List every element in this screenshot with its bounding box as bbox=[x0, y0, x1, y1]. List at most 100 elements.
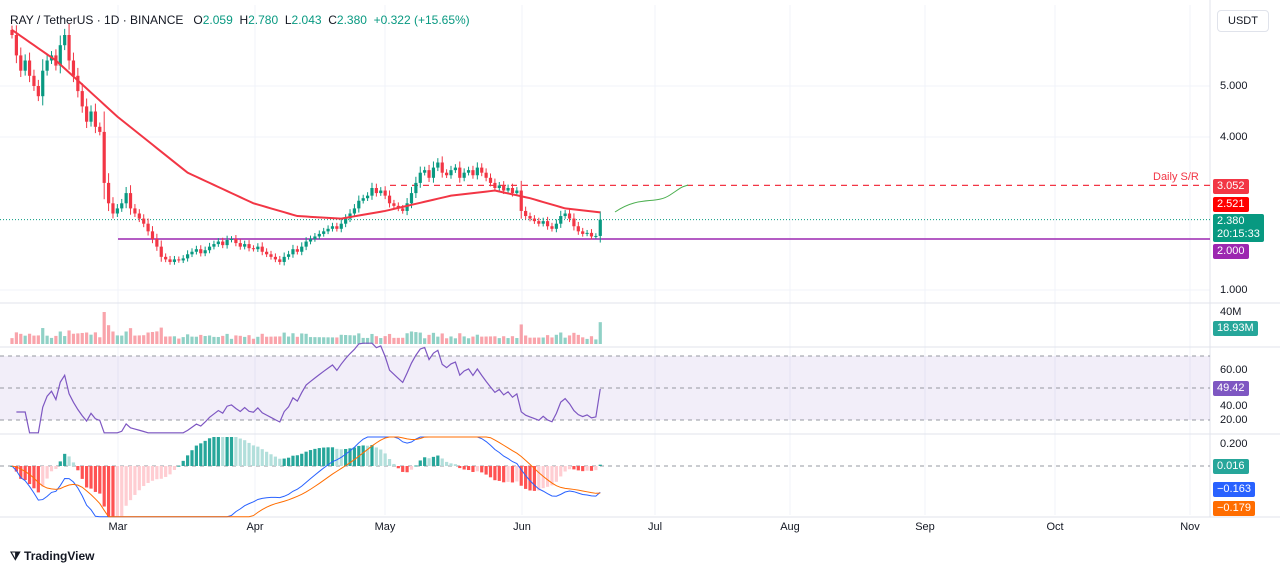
volume-bar bbox=[234, 335, 238, 344]
candle bbox=[142, 218, 146, 224]
currency-button[interactable]: USDT bbox=[1217, 10, 1269, 32]
candle bbox=[150, 231, 155, 239]
volume-bar bbox=[76, 333, 80, 344]
candle bbox=[370, 188, 374, 196]
macd-histogram-bar bbox=[581, 466, 585, 472]
volume-bar bbox=[164, 336, 168, 344]
volume-bar bbox=[502, 336, 506, 344]
ema-line bbox=[11, 29, 601, 220]
volume-bar bbox=[71, 333, 76, 344]
tradingview-logo: ⧩ TradingView bbox=[10, 549, 95, 563]
candle bbox=[172, 259, 177, 262]
volume-bar bbox=[559, 332, 563, 344]
candle bbox=[260, 246, 264, 252]
volume-bar bbox=[589, 336, 594, 344]
volume-bar bbox=[142, 335, 146, 344]
volume-bar bbox=[229, 338, 234, 344]
candle bbox=[401, 208, 405, 211]
candle bbox=[207, 246, 212, 251]
open-value: 2.059 bbox=[202, 13, 233, 27]
macd-histogram-bar bbox=[317, 448, 321, 466]
volume-bar bbox=[532, 337, 537, 344]
macd-tick: 0.200 bbox=[1220, 438, 1248, 450]
macd-histogram-bar bbox=[142, 466, 146, 487]
volume-bar bbox=[49, 337, 54, 344]
candle bbox=[379, 190, 383, 194]
volume-bar bbox=[273, 336, 277, 344]
volume-bar bbox=[401, 337, 405, 344]
volume-bar bbox=[106, 325, 111, 344]
candle bbox=[229, 239, 234, 241]
volume-bar bbox=[453, 338, 457, 344]
macd-histogram-bar bbox=[396, 466, 400, 469]
candle bbox=[251, 248, 256, 250]
candle bbox=[598, 219, 602, 236]
macd-histogram-bar bbox=[273, 456, 277, 466]
macd-histogram-bar bbox=[576, 466, 580, 471]
volume-bar bbox=[32, 335, 36, 344]
volume-bar bbox=[85, 332, 89, 344]
volume-bar bbox=[370, 333, 374, 344]
candle bbox=[519, 190, 523, 211]
macd-histogram-bar bbox=[409, 466, 414, 470]
candle bbox=[291, 249, 295, 255]
volume-bar bbox=[45, 335, 49, 344]
candle bbox=[550, 226, 554, 229]
volume-bar bbox=[374, 336, 378, 344]
candle bbox=[216, 241, 220, 245]
macd-histogram-bar bbox=[524, 466, 528, 489]
candle bbox=[506, 188, 510, 191]
volume-bar bbox=[379, 338, 383, 344]
volume-bar bbox=[396, 337, 400, 344]
macd-histogram-bar bbox=[541, 466, 545, 489]
volume-bar bbox=[344, 335, 348, 344]
volume-tick: 40M bbox=[1220, 306, 1242, 318]
volume-bar bbox=[260, 333, 264, 344]
volume-bar bbox=[427, 334, 431, 344]
macd-histogram-bar bbox=[251, 445, 256, 466]
macd-histogram-bar bbox=[80, 466, 84, 479]
volume-bar bbox=[361, 337, 365, 344]
volume-bar bbox=[471, 336, 475, 344]
candle bbox=[317, 233, 321, 237]
macd-histogram-bar bbox=[532, 466, 537, 491]
volume-bar bbox=[19, 333, 23, 344]
rsi-last-label: 49.42 bbox=[1213, 381, 1249, 396]
candle bbox=[155, 239, 159, 247]
volume-bar bbox=[335, 337, 339, 344]
time-tick: Oct bbox=[1046, 521, 1064, 533]
macd-histogram-bar bbox=[445, 461, 449, 466]
macd-histogram-bar bbox=[278, 458, 282, 466]
volume-bar bbox=[418, 332, 422, 344]
volume-bar bbox=[128, 328, 133, 344]
candle bbox=[493, 182, 497, 188]
macd-histogram-bar bbox=[383, 453, 387, 466]
volume-bar bbox=[67, 330, 71, 344]
macd-histogram-bar bbox=[19, 466, 23, 479]
macd-histogram-bar bbox=[326, 447, 330, 466]
volume-bar bbox=[594, 339, 598, 344]
volume-bar bbox=[563, 337, 567, 344]
macd-histogram-bar bbox=[462, 466, 466, 470]
volume-bar bbox=[54, 335, 58, 344]
macd-histogram-bar bbox=[335, 448, 339, 466]
macd-histogram-bar bbox=[361, 445, 365, 466]
candle bbox=[146, 223, 150, 232]
macd-histogram-bar bbox=[370, 445, 374, 466]
macd-histogram-bar bbox=[155, 466, 159, 480]
macd-histogram-bar bbox=[71, 462, 76, 466]
volume-bar bbox=[572, 332, 576, 344]
candle bbox=[488, 177, 493, 183]
candle bbox=[510, 188, 515, 194]
price-tick: 4.000 bbox=[1220, 131, 1248, 143]
candle bbox=[137, 213, 141, 219]
candle bbox=[45, 60, 49, 71]
candle bbox=[528, 216, 532, 219]
candle bbox=[124, 193, 128, 204]
candle bbox=[190, 251, 194, 255]
macd-histogram-bar bbox=[98, 466, 102, 494]
macd-histogram-bar bbox=[67, 456, 71, 466]
candle bbox=[576, 226, 580, 232]
volume-bar bbox=[269, 336, 273, 344]
